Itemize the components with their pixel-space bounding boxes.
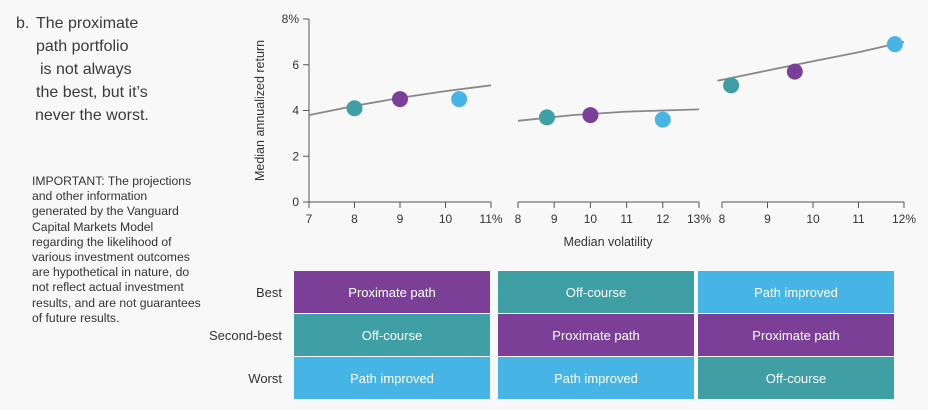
subtitle-line-1: The proximate xyxy=(36,15,139,32)
data-point-improved xyxy=(654,111,671,128)
data-point-proximate xyxy=(786,63,803,80)
x-axis-label: Median volatility xyxy=(564,235,654,249)
chart-subtitle: b. The proximate path portfolio is not al… xyxy=(16,12,149,127)
table-cell-offcourse: Off-course xyxy=(698,357,894,399)
x-tick-label: 8 xyxy=(719,212,726,226)
x-tick-label: 10 xyxy=(806,212,820,226)
x-tick-label: 8 xyxy=(515,212,522,226)
table-cell-proximate: Proximate path xyxy=(498,314,694,356)
important-disclaimer: IMPORTANT: The projections and other inf… xyxy=(32,174,201,325)
table-cell-improved: Path improved xyxy=(294,357,490,399)
y-tick-label: 0 xyxy=(292,195,299,209)
subtitle-line-4: the best, but it’s xyxy=(36,84,148,101)
data-point-proximate xyxy=(392,91,408,108)
x-tick-label: 12% xyxy=(892,212,916,226)
table-cell-improved: Path improved xyxy=(698,271,894,313)
table-cell-proximate: Proximate path xyxy=(294,271,490,313)
x-tick-label: 11 xyxy=(852,212,865,226)
y-tick-label: 2 xyxy=(292,149,299,163)
x-tick-label: 9 xyxy=(397,212,404,226)
x-tick-label: 10 xyxy=(439,212,453,226)
table-cell-offcourse: Off-course xyxy=(294,314,490,356)
x-tick-label: 9 xyxy=(764,212,771,226)
y-axis-label: Median annualized return xyxy=(253,40,267,181)
y-tick-label: 6 xyxy=(292,58,299,72)
table-cell-proximate: Proximate path xyxy=(698,314,894,356)
table-cell-improved: Path improved xyxy=(498,357,694,399)
row-label-best: Best xyxy=(255,285,282,300)
x-tick-label: 13% xyxy=(687,212,711,226)
subtitle-letter: b. xyxy=(16,15,30,32)
scatter-chart: 0 2 4 6 8% Median annualized return 7 8 9 10 11% 8 9… xyxy=(253,12,916,249)
subtitle-line-2: path portfolio xyxy=(36,38,129,55)
x-tick-label: 9 xyxy=(551,212,558,226)
data-point-offcourse xyxy=(723,77,740,94)
table-cell-offcourse: Off-course xyxy=(498,271,694,313)
x-tick-label: 11 xyxy=(620,212,633,226)
y-tick-label: 8% xyxy=(282,12,300,26)
subtitle-line-5: never the worst. xyxy=(35,107,149,124)
x-tick-label: 10 xyxy=(584,212,598,226)
data-point-improved xyxy=(886,36,903,53)
row-label-second-best: Second-best xyxy=(209,328,282,343)
data-point-offcourse xyxy=(538,109,555,126)
data-point-offcourse xyxy=(346,100,363,117)
row-label-worst: Worst xyxy=(248,371,282,386)
data-point-improved xyxy=(451,91,468,108)
x-tick-label: 12 xyxy=(656,212,670,226)
x-tick-label: 8 xyxy=(351,212,358,226)
x-tick-label: 7 xyxy=(306,212,313,226)
x-tick-label: 11% xyxy=(479,212,502,226)
y-tick-label: 4 xyxy=(292,104,299,118)
subtitle-line-3: is not always xyxy=(40,61,132,78)
trend-curve xyxy=(717,41,905,82)
data-point-proximate xyxy=(582,107,599,124)
